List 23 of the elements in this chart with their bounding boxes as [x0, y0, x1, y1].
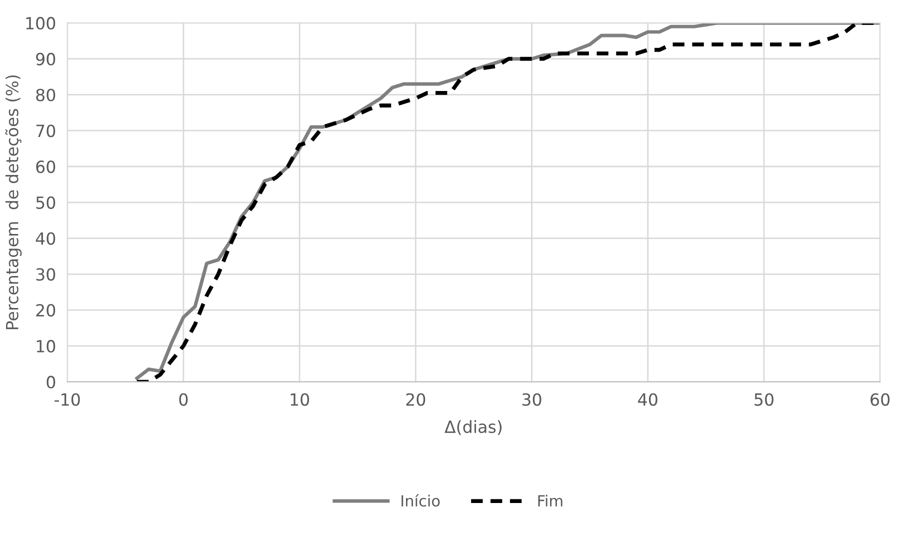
- y-axis-title: Percentagem de deteções (%): [5, 75, 22, 330]
- x-tick-label: 10: [290, 393, 310, 406]
- y-tick-label: 30: [36, 268, 56, 281]
- legend-label: Início: [402, 494, 440, 507]
- x-tick-label: -10: [54, 393, 80, 406]
- y-tick-label: 0: [46, 376, 56, 388]
- x-tick-label: 0: [179, 393, 188, 406]
- x-axis-title: Δ(dias): [444, 420, 502, 436]
- legend-label: Fim: [538, 494, 562, 506]
- y-tick-label: 10: [36, 340, 56, 352]
- y-tick-label: 20: [36, 304, 56, 317]
- y-tick-label: 100: [26, 16, 56, 30]
- x-tick-label: 60: [870, 393, 890, 406]
- x-tick-label: 30: [522, 393, 542, 406]
- y-tick-label: 70: [36, 124, 56, 138]
- y-tick-label: 80: [36, 88, 56, 102]
- x-tick-label: 20: [406, 393, 426, 406]
- x-tick-label: 50: [754, 393, 774, 406]
- y-tick-label: 90: [36, 52, 56, 66]
- y-tick-label: 60: [36, 160, 56, 174]
- x-tick-label: 40: [638, 393, 658, 406]
- y-tick-label: 50: [36, 196, 56, 209]
- y-tick-label: 40: [36, 232, 56, 245]
